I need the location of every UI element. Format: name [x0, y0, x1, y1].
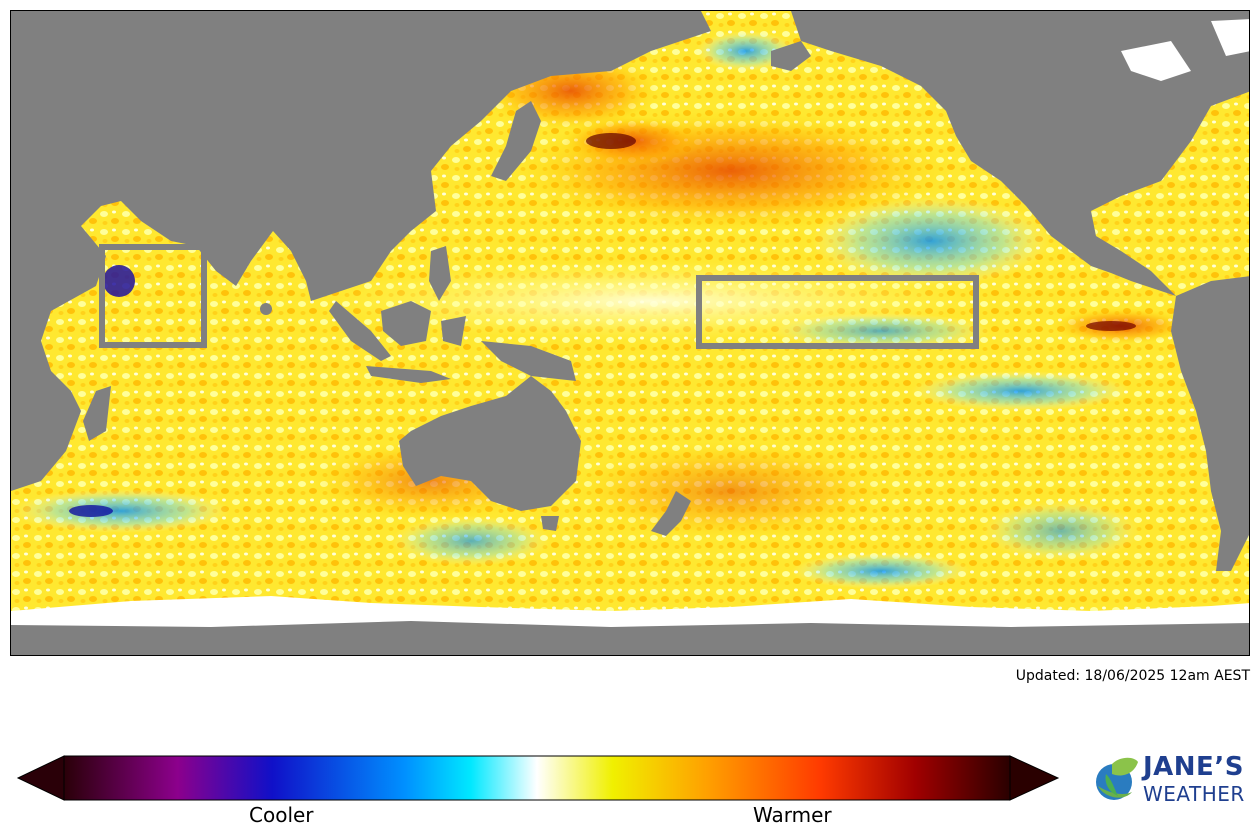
land-japan [491, 101, 541, 181]
land-eurasia-africa [11, 11, 711, 491]
cool-spot-arabian-sea [103, 265, 135, 297]
logo-line-2: WEATHER [1143, 782, 1245, 806]
sst-anomaly-map [10, 10, 1250, 656]
land-madagascar [83, 386, 111, 441]
cool-anomaly-south-australia [391, 516, 551, 566]
logo-line-1: JANE’S [1143, 752, 1244, 782]
colorbar [16, 755, 1060, 801]
land-sulawesi [441, 316, 466, 346]
cool-anomaly-southern-ocean [791, 553, 971, 589]
cool-anomaly-nino34 [771, 313, 991, 349]
sea-ice-layer [11, 19, 1249, 627]
cool-anomaly-south-indian [11, 489, 231, 533]
land-new-guinea [481, 341, 576, 381]
hot-spot-east-pacific [1086, 321, 1136, 331]
land-alaska-peninsula [771, 41, 811, 71]
land-sumatra [329, 301, 391, 361]
cool-anomaly-south-pacific [981, 501, 1141, 561]
land-sri-lanka [260, 303, 272, 315]
land-philippines [429, 246, 451, 301]
land-new-zealand [651, 491, 691, 536]
cool-anomaly-southeast-pacific [911, 371, 1131, 411]
land-java [366, 366, 451, 383]
updated-timestamp: Updated: 18/06/2025 12am AEST [1015, 668, 1250, 684]
warm-anomaly-tasman [571, 441, 891, 541]
land-borneo [381, 301, 431, 346]
antarctic-sea-ice [11, 596, 1249, 627]
arctic-sea-ice-hudson [1121, 41, 1191, 81]
land-tasmania [541, 516, 559, 531]
hot-spot-kuroshio [586, 133, 636, 149]
colorbar-min-extend [16, 755, 65, 801]
colorbar-max-extend [1009, 755, 1060, 801]
colorbar-cooler-label: Cooler [249, 803, 314, 827]
cool-anomaly-california [811, 196, 1051, 286]
land-australia [399, 376, 581, 511]
cool-spot-indian-ocean [69, 505, 113, 517]
land-layer [11, 11, 1249, 655]
region-box-western-indian [99, 244, 207, 348]
map-svg [11, 11, 1249, 655]
leaf-globe-icon [1096, 757, 1138, 800]
land-south-america [1171, 276, 1249, 571]
land-antarctica [11, 617, 1249, 655]
arctic-sea-ice-greenland [1211, 19, 1249, 56]
colorbar-gradient [63, 755, 1011, 801]
region-box-nino34 [696, 275, 979, 349]
land-north-america [791, 11, 1249, 296]
colorbar-warmer-label: Warmer [753, 803, 832, 827]
